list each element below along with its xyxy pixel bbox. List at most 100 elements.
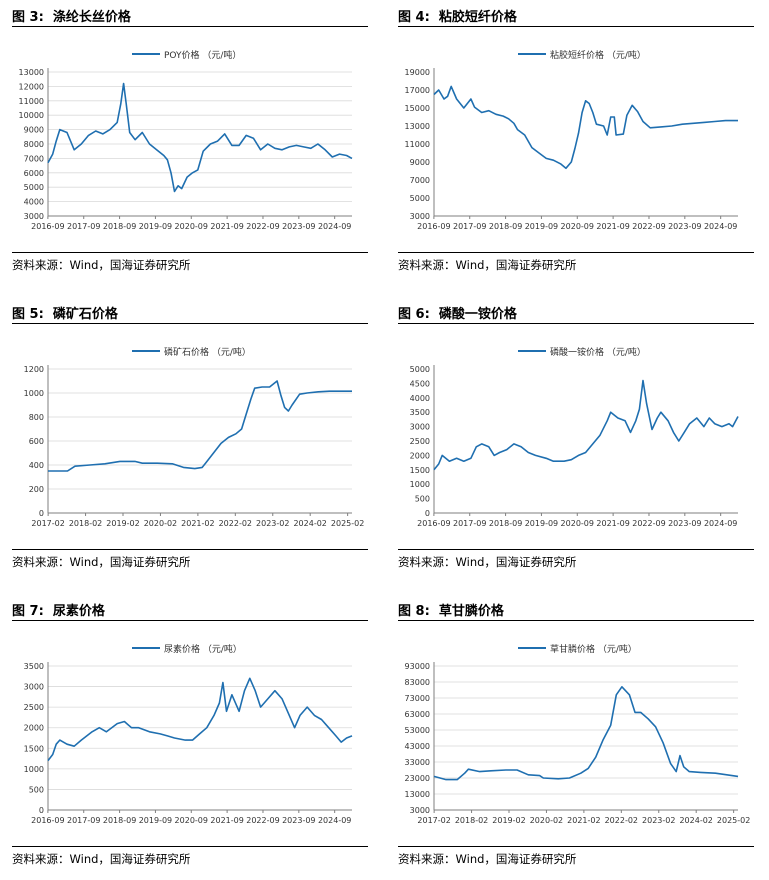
legend-label: 草甘膦价格 （元/吨）	[550, 643, 637, 655]
divider	[398, 549, 754, 550]
x-tick-label: 2016-09	[417, 222, 450, 231]
y-tick-label: 4500	[410, 379, 430, 388]
series-line	[48, 380, 352, 472]
y-tick-label: 5000	[410, 194, 430, 203]
x-tick-label: 2022-02	[605, 816, 638, 825]
y-tick-label: 93000	[405, 662, 430, 671]
y-tick-label: 2500	[410, 437, 430, 446]
legend: 磷酸一铵价格 （元/吨）	[518, 346, 646, 358]
x-tick-label: 2019-02	[106, 519, 139, 528]
y-tick-label: 5000	[410, 365, 430, 374]
y-tick-label: 10000	[19, 111, 44, 120]
source-note: 资料来源：Wind，国海证券研究所	[12, 852, 191, 866]
figure-3-panel: 图 3: 涤纶长丝价格 POY价格 （元/吨） 3000 4000 5000 6000 7…	[12, 4, 368, 279]
y-tick-label: 53000	[405, 726, 430, 735]
y-tick-label: 3000	[24, 212, 44, 221]
y-tick-label: 9000	[410, 158, 430, 167]
x-tick-label: 2021-09	[596, 222, 629, 231]
x-tick-label: 2020-02	[144, 519, 177, 528]
glyphosate-price-chart: 草甘膦价格 （元/吨） 3000 13000 23000 33000 43000 53000…	[405, 643, 751, 825]
x-tick-label: 2021-02	[181, 519, 214, 528]
x-tick-label: 2018-02	[455, 816, 488, 825]
x-tick-label: 2024-09	[704, 519, 737, 528]
x-tick-label: 2017-09	[67, 816, 100, 825]
y-tick-label: 500	[415, 495, 430, 504]
urea-price-chart: 尿素价格 （元/吨） 0 500 1000 1500 2000 2500 3000 3500 20…	[24, 643, 353, 825]
poy-price-chart: POY价格 （元/吨） 3000 4000 5000 6000 7000 8000 9000 1…	[19, 49, 353, 231]
figure-title: 图 3: 涤纶长丝价格	[12, 10, 131, 25]
series-line	[433, 686, 739, 781]
x-tick-label: 2017-09	[453, 519, 486, 528]
y-tick-label: 200	[29, 485, 44, 494]
legend-label: 粘胶短纤价格 （元/吨）	[550, 49, 646, 61]
x-tick-label: 2021-09	[210, 816, 243, 825]
divider	[12, 620, 368, 621]
series-line	[433, 379, 739, 471]
y-tick-label: 4000	[410, 394, 430, 403]
x-tick-label: 2016-09	[31, 222, 64, 231]
x-tick-label: 2022-09	[632, 222, 665, 231]
x-tick-label: 2020-09	[561, 222, 594, 231]
x-tick-label: 2019-09	[525, 519, 558, 528]
y-tick-label: 3500	[24, 662, 44, 671]
x-tick-label: 2019-09	[525, 222, 558, 231]
figure-title: 图 8: 草甘膦价格	[398, 604, 504, 619]
y-tick-label: 0	[425, 509, 430, 518]
legend-label: 磷酸一铵价格 （元/吨）	[550, 346, 646, 358]
x-tick-label: 2021-09	[210, 222, 243, 231]
x-tick-label: 2021-09	[596, 519, 629, 528]
series-line	[47, 82, 353, 193]
x-tick-label: 2018-02	[69, 519, 102, 528]
divider	[398, 252, 754, 253]
legend: 磷矿石价格 （元/吨）	[132, 346, 251, 358]
y-tick-label: 17000	[405, 86, 430, 95]
x-tick-label: 2019-09	[139, 816, 172, 825]
y-tick-label: 6000	[24, 169, 44, 178]
series-line	[47, 677, 353, 762]
x-tick-label: 2016-09	[417, 519, 450, 528]
y-tick-label: 3000	[410, 212, 430, 221]
y-tick-label: 1500	[410, 466, 430, 475]
x-tick-label: 2018-09	[489, 519, 522, 528]
y-tick-label: 4000	[24, 198, 44, 207]
y-tick-label: 43000	[405, 742, 430, 751]
x-tick-label: 2024-09	[318, 816, 351, 825]
y-tick-label: 2000	[410, 451, 430, 460]
figure-7-panel: 图 7: 尿素价格 尿素价格 （元/吨） 0 500 1000 1500 2000 2500…	[12, 598, 368, 873]
x-tick-label: 2023-09	[282, 816, 315, 825]
x-tick-label: 2022-09	[246, 816, 279, 825]
y-tick-label: 1000	[24, 389, 44, 398]
x-tick-label: 2025-02	[717, 816, 750, 825]
y-tick-label: 600	[29, 437, 44, 446]
phosphate-rock-price-chart: 磷矿石价格 （元/吨） 0 200 400 600 800 1000 1200 2017-02 2…	[24, 346, 365, 528]
figure-title: 图 4: 粘胶短纤价格	[398, 10, 517, 25]
divider	[398, 323, 754, 324]
x-tick-label: 2024-02	[293, 519, 326, 528]
x-tick-label: 2024-09	[704, 222, 737, 231]
x-tick-label: 2018-09	[103, 222, 136, 231]
source-note: 资料来源：Wind，国海证券研究所	[398, 258, 577, 272]
y-tick-label: 33000	[405, 758, 430, 767]
legend-label: POY价格 （元/吨）	[164, 49, 241, 61]
legend-label: 磷矿石价格 （元/吨）	[164, 346, 251, 358]
y-tick-label: 0	[39, 806, 44, 815]
legend-label: 尿素价格 （元/吨）	[164, 643, 242, 655]
divider	[12, 846, 368, 847]
divider	[12, 549, 368, 550]
y-tick-label: 800	[29, 413, 44, 422]
x-tick-label: 2020-09	[561, 519, 594, 528]
y-tick-label: 12000	[19, 82, 44, 91]
y-tick-label: 500	[29, 785, 44, 794]
y-tick-label: 73000	[405, 694, 430, 703]
x-tick-label: 2023-09	[282, 222, 315, 231]
x-tick-label: 2020-09	[175, 816, 208, 825]
y-tick-label: 13000	[405, 122, 430, 131]
x-tick-label: 2018-09	[489, 222, 522, 231]
y-tick-label: 3000	[410, 423, 430, 432]
y-tick-label: 3000	[24, 683, 44, 692]
source-note: 资料来源：Wind，国海证券研究所	[12, 258, 191, 272]
figure-4-panel: 图 4: 粘胶短纤价格 粘胶短纤价格 （元/吨） 3000 5000 7000 9000…	[398, 4, 754, 279]
divider	[398, 846, 754, 847]
x-tick-label: 2017-09	[67, 222, 100, 231]
y-tick-label: 2000	[24, 724, 44, 733]
